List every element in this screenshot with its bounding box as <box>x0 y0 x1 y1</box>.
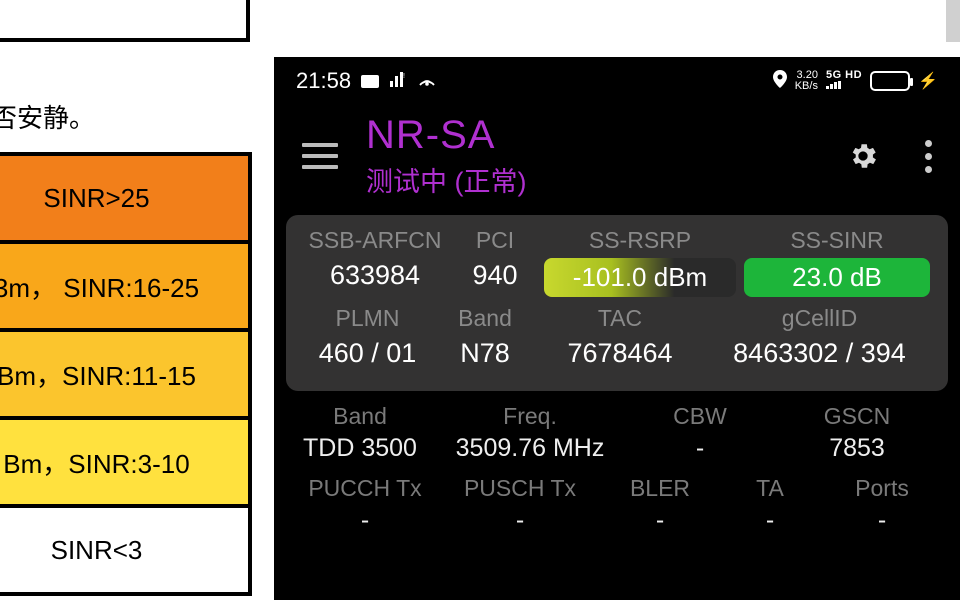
sub-value: - <box>600 502 720 541</box>
statusbar: 21:58 ! 3.20 KB/s 5G HD 82 <box>274 57 960 105</box>
sub-metrics: Band Freq. CBW GSCN TDD 3500 3509.76 MHz… <box>274 391 960 541</box>
sub-value: - <box>290 502 440 541</box>
title-block: NR-SA 测试中 (正常) <box>366 113 819 199</box>
sinr-pill: 23.0 dB <box>744 258 930 297</box>
top-border-box <box>0 0 250 42</box>
statusbar-right: 3.20 KB/s 5G HD 82 ⚡ <box>773 68 938 94</box>
metric-label: gCellID <box>705 303 934 334</box>
svg-text:!: ! <box>403 73 405 80</box>
battery-pct: 82 <box>883 74 896 88</box>
sub-label: PUSCH Tx <box>440 469 600 502</box>
intro-text: 大越好。 环境是否安静。 <box>0 42 245 152</box>
metric-value: N78 <box>435 334 535 377</box>
sub-value: - <box>630 430 770 469</box>
sub-row-labels: PUCCH Tx PUSCH Tx BLER TA Ports <box>290 469 944 502</box>
sub-label: Freq. <box>430 397 630 430</box>
legend-column: 大越好。 环境是否安静。 SINR>25 3m， SINR:16-25 Bm，S… <box>0 0 245 596</box>
sub-value: - <box>720 502 820 541</box>
sub-value: - <box>820 502 944 541</box>
metric-label: PLMN <box>300 303 435 334</box>
legend-table: SINR>25 3m， SINR:16-25 Bm，SINR:11-15 Bm，… <box>0 152 252 596</box>
intro-line: 环境是否安静。 <box>0 99 237 138</box>
sub-row-values: - - - - - <box>290 502 944 541</box>
legend-row: Bm，SINR:3-10 <box>0 420 248 508</box>
legend-label: SINR<3 <box>51 535 143 566</box>
metrics-row-values: 460 / 01 N78 7678464 8463302 / 394 <box>300 334 934 377</box>
sub-value: 3509.76 MHz <box>430 430 630 469</box>
clock: 21:58 <box>296 68 351 94</box>
appbar: NR-SA 测试中 (正常) <box>274 105 960 207</box>
metric-value: 460 / 01 <box>300 334 435 377</box>
sub-row-labels: Band Freq. CBW GSCN <box>290 397 944 430</box>
statusbar-left: 21:58 ! <box>296 68 437 94</box>
signal-icon: ! <box>389 68 407 94</box>
metric-label: TAC <box>535 303 705 334</box>
sub-label: PUCCH Tx <box>290 469 440 502</box>
sub-label: Ports <box>820 469 944 502</box>
sub-value: 7853 <box>770 430 944 469</box>
metric-label: SS-RSRP <box>540 225 740 256</box>
location-icon <box>773 68 787 94</box>
metrics-panel: SSB-ARFCN PCI SS-RSRP SS-SINR 633984 940… <box>286 215 948 391</box>
charging-icon: ⚡ <box>918 71 938 91</box>
metrics-row-labels: SSB-ARFCN PCI SS-RSRP SS-SINR <box>300 225 934 256</box>
legend-row: Bm，SINR:11-15 <box>0 332 248 420</box>
gear-icon[interactable] <box>847 140 879 172</box>
sub-value: TDD 3500 <box>290 430 430 469</box>
rsrp-pill: -101.0 dBm <box>544 258 736 297</box>
legend-row: SINR<3 <box>0 508 248 596</box>
metric-label: Band <box>435 303 535 334</box>
legend-label: SINR>25 <box>43 183 149 214</box>
legend-row: 3m， SINR:16-25 <box>0 244 248 332</box>
legend-label: 3m， SINR:16-25 <box>0 268 199 305</box>
sub-label: BLER <box>600 469 720 502</box>
battery-icon: 82 <box>870 71 910 91</box>
menu-icon[interactable] <box>302 143 338 169</box>
metric-value: 7678464 <box>535 334 705 377</box>
metric-value: 940 <box>450 256 540 299</box>
metric-value: 633984 <box>300 256 450 299</box>
legend-row: SINR>25 <box>0 156 248 244</box>
hotspot-icon <box>417 68 437 94</box>
metrics-row-values: 633984 940 -101.0 dBm 23.0 dB <box>300 256 934 303</box>
sub-label: Band <box>290 397 430 430</box>
network-badge: 5G HD <box>826 70 862 92</box>
metrics-row-labels: PLMN Band TAC gCellID <box>300 303 934 334</box>
page-subtitle: 测试中 (正常) <box>366 160 819 199</box>
metric-label: SS-SINR <box>740 225 934 256</box>
metric-label: PCI <box>450 225 540 256</box>
sub-row-values: TDD 3500 3509.76 MHz - 7853 <box>290 430 944 469</box>
sim-icon <box>361 75 379 88</box>
sub-label: TA <box>720 469 820 502</box>
sub-label: GSCN <box>770 397 944 430</box>
phone-screenshot: 21:58 ! 3.20 KB/s 5G HD 82 <box>274 57 960 600</box>
metric-label: SSB-ARFCN <box>300 225 450 256</box>
data-rate: 3.20 KB/s <box>795 70 818 92</box>
legend-label: Bm，SINR:3-10 <box>3 444 189 481</box>
sub-label: CBW <box>630 397 770 430</box>
intro-line: 大越好。 <box>0 60 237 99</box>
metric-value: 8463302 / 394 <box>705 334 934 377</box>
scrollbar-gutter <box>946 0 960 42</box>
page-title: NR-SA <box>366 113 819 158</box>
more-icon[interactable] <box>925 140 932 173</box>
legend-label: Bm，SINR:11-15 <box>0 356 196 393</box>
sub-value: - <box>440 502 600 541</box>
